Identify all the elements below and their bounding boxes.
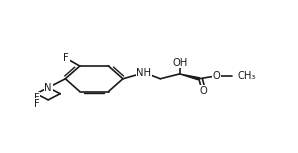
Text: O: O xyxy=(212,71,220,81)
Polygon shape xyxy=(180,74,200,80)
Text: F: F xyxy=(63,53,69,63)
Text: F: F xyxy=(34,93,40,103)
Text: CH₃: CH₃ xyxy=(237,71,255,81)
Text: O: O xyxy=(199,86,207,96)
Text: OH: OH xyxy=(173,58,188,68)
Text: F: F xyxy=(34,99,40,108)
Text: NH: NH xyxy=(136,69,151,78)
Text: N: N xyxy=(44,83,52,93)
